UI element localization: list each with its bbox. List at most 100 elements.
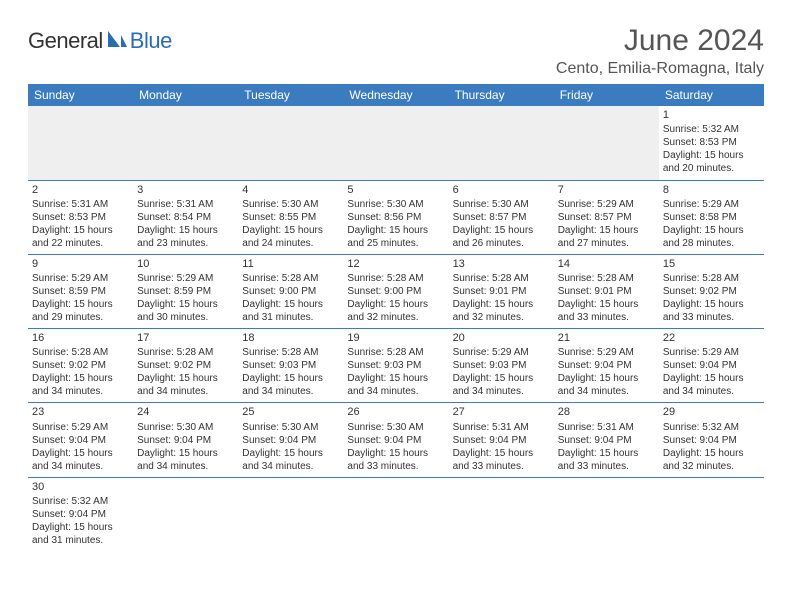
sunrise-text: Sunrise: 5:30 AM (242, 421, 339, 434)
calendar-cell-empty (133, 477, 238, 551)
day-number: 26 (347, 405, 444, 419)
calendar-cell: 8Sunrise: 5:29 AMSunset: 8:58 PMDaylight… (659, 180, 764, 254)
calendar-cell-blank (343, 106, 448, 180)
day-header: Thursday (449, 84, 554, 106)
daylight-text: Daylight: 15 hours and 32 minutes. (453, 298, 550, 324)
sunrise-text: Sunrise: 5:28 AM (32, 346, 129, 359)
calendar-cell: 5Sunrise: 5:30 AMSunset: 8:56 PMDaylight… (343, 180, 448, 254)
sunrise-text: Sunrise: 5:28 AM (137, 346, 234, 359)
header: General Blue June 2024 Cento, Emilia-Rom… (28, 24, 764, 78)
sunset-text: Sunset: 8:57 PM (558, 211, 655, 224)
sunrise-text: Sunrise: 5:29 AM (558, 346, 655, 359)
calendar-cell-empty (238, 477, 343, 551)
day-header-row: SundayMondayTuesdayWednesdayThursdayFrid… (28, 84, 764, 106)
daylight-text: Daylight: 15 hours and 25 minutes. (347, 224, 444, 250)
sunset-text: Sunset: 8:57 PM (453, 211, 550, 224)
daylight-text: Daylight: 15 hours and 34 minutes. (137, 372, 234, 398)
calendar-cell: 16Sunrise: 5:28 AMSunset: 9:02 PMDayligh… (28, 329, 133, 403)
calendar-cell: 25Sunrise: 5:30 AMSunset: 9:04 PMDayligh… (238, 403, 343, 477)
calendar-cell: 11Sunrise: 5:28 AMSunset: 9:00 PMDayligh… (238, 254, 343, 328)
day-number: 1 (663, 108, 760, 122)
sunset-text: Sunset: 9:02 PM (663, 285, 760, 298)
calendar-cell: 24Sunrise: 5:30 AMSunset: 9:04 PMDayligh… (133, 403, 238, 477)
sunset-text: Sunset: 9:04 PM (32, 508, 129, 521)
daylight-text: Daylight: 15 hours and 34 minutes. (453, 372, 550, 398)
sunrise-text: Sunrise: 5:28 AM (242, 346, 339, 359)
calendar-body: 1Sunrise: 5:32 AMSunset: 8:53 PMDaylight… (28, 106, 764, 551)
sunrise-text: Sunrise: 5:29 AM (137, 272, 234, 285)
daylight-text: Daylight: 15 hours and 22 minutes. (32, 224, 129, 250)
sunset-text: Sunset: 9:01 PM (558, 285, 655, 298)
calendar-cell: 10Sunrise: 5:29 AMSunset: 8:59 PMDayligh… (133, 254, 238, 328)
daylight-text: Daylight: 15 hours and 33 minutes. (347, 447, 444, 473)
logo: General Blue (28, 28, 172, 54)
day-number: 7 (558, 183, 655, 197)
day-number: 22 (663, 331, 760, 345)
sunrise-text: Sunrise: 5:32 AM (663, 421, 760, 434)
calendar-cell: 7Sunrise: 5:29 AMSunset: 8:57 PMDaylight… (554, 180, 659, 254)
calendar-table: SundayMondayTuesdayWednesdayThursdayFrid… (28, 84, 764, 551)
calendar-cell: 18Sunrise: 5:28 AMSunset: 9:03 PMDayligh… (238, 329, 343, 403)
sunset-text: Sunset: 8:59 PM (32, 285, 129, 298)
calendar-cell-blank (238, 106, 343, 180)
day-number: 19 (347, 331, 444, 345)
sunrise-text: Sunrise: 5:31 AM (32, 198, 129, 211)
sunrise-text: Sunrise: 5:28 AM (347, 272, 444, 285)
sunset-text: Sunset: 8:59 PM (137, 285, 234, 298)
day-number: 27 (453, 405, 550, 419)
calendar-row: 30Sunrise: 5:32 AMSunset: 9:04 PMDayligh… (28, 477, 764, 551)
sunset-text: Sunset: 9:04 PM (663, 359, 760, 372)
daylight-text: Daylight: 15 hours and 26 minutes. (453, 224, 550, 250)
day-number: 11 (242, 257, 339, 271)
day-header: Wednesday (343, 84, 448, 106)
calendar-cell: 30Sunrise: 5:32 AMSunset: 9:04 PMDayligh… (28, 477, 133, 551)
calendar-cell: 19Sunrise: 5:28 AMSunset: 9:03 PMDayligh… (343, 329, 448, 403)
day-number: 6 (453, 183, 550, 197)
day-number: 30 (32, 480, 129, 494)
sail-icon (106, 29, 128, 54)
calendar-cell: 12Sunrise: 5:28 AMSunset: 9:00 PMDayligh… (343, 254, 448, 328)
calendar-cell: 22Sunrise: 5:29 AMSunset: 9:04 PMDayligh… (659, 329, 764, 403)
sunrise-text: Sunrise: 5:28 AM (242, 272, 339, 285)
calendar-cell: 28Sunrise: 5:31 AMSunset: 9:04 PMDayligh… (554, 403, 659, 477)
day-number: 18 (242, 331, 339, 345)
day-number: 9 (32, 257, 129, 271)
sunset-text: Sunset: 9:04 PM (558, 359, 655, 372)
daylight-text: Daylight: 15 hours and 34 minutes. (663, 372, 760, 398)
daylight-text: Daylight: 15 hours and 33 minutes. (453, 447, 550, 473)
daylight-text: Daylight: 15 hours and 33 minutes. (663, 298, 760, 324)
daylight-text: Daylight: 15 hours and 34 minutes. (137, 447, 234, 473)
calendar-cell: 9Sunrise: 5:29 AMSunset: 8:59 PMDaylight… (28, 254, 133, 328)
calendar-cell-blank (554, 106, 659, 180)
calendar-cell-empty (449, 477, 554, 551)
logo-text-general: General (28, 28, 103, 54)
day-number: 5 (347, 183, 444, 197)
sunset-text: Sunset: 8:56 PM (347, 211, 444, 224)
calendar-cell: 27Sunrise: 5:31 AMSunset: 9:04 PMDayligh… (449, 403, 554, 477)
day-number: 20 (453, 331, 550, 345)
sunrise-text: Sunrise: 5:28 AM (347, 346, 444, 359)
day-number: 25 (242, 405, 339, 419)
sunrise-text: Sunrise: 5:30 AM (137, 421, 234, 434)
sunrise-text: Sunrise: 5:32 AM (663, 123, 760, 136)
calendar-cell: 23Sunrise: 5:29 AMSunset: 9:04 PMDayligh… (28, 403, 133, 477)
sunrise-text: Sunrise: 5:31 AM (453, 421, 550, 434)
sunrise-text: Sunrise: 5:29 AM (32, 421, 129, 434)
calendar-cell: 20Sunrise: 5:29 AMSunset: 9:03 PMDayligh… (449, 329, 554, 403)
sunrise-text: Sunrise: 5:31 AM (137, 198, 234, 211)
day-header: Friday (554, 84, 659, 106)
daylight-text: Daylight: 15 hours and 31 minutes. (32, 521, 129, 547)
day-number: 12 (347, 257, 444, 271)
daylight-text: Daylight: 15 hours and 33 minutes. (558, 298, 655, 324)
daylight-text: Daylight: 15 hours and 30 minutes. (137, 298, 234, 324)
sunrise-text: Sunrise: 5:29 AM (663, 198, 760, 211)
sunset-text: Sunset: 9:04 PM (558, 434, 655, 447)
sunrise-text: Sunrise: 5:28 AM (663, 272, 760, 285)
daylight-text: Daylight: 15 hours and 34 minutes. (32, 447, 129, 473)
sunset-text: Sunset: 9:03 PM (242, 359, 339, 372)
calendar-cell: 15Sunrise: 5:28 AMSunset: 9:02 PMDayligh… (659, 254, 764, 328)
day-number: 23 (32, 405, 129, 419)
sunset-text: Sunset: 8:53 PM (663, 136, 760, 149)
daylight-text: Daylight: 15 hours and 20 minutes. (663, 149, 760, 175)
calendar-cell: 13Sunrise: 5:28 AMSunset: 9:01 PMDayligh… (449, 254, 554, 328)
